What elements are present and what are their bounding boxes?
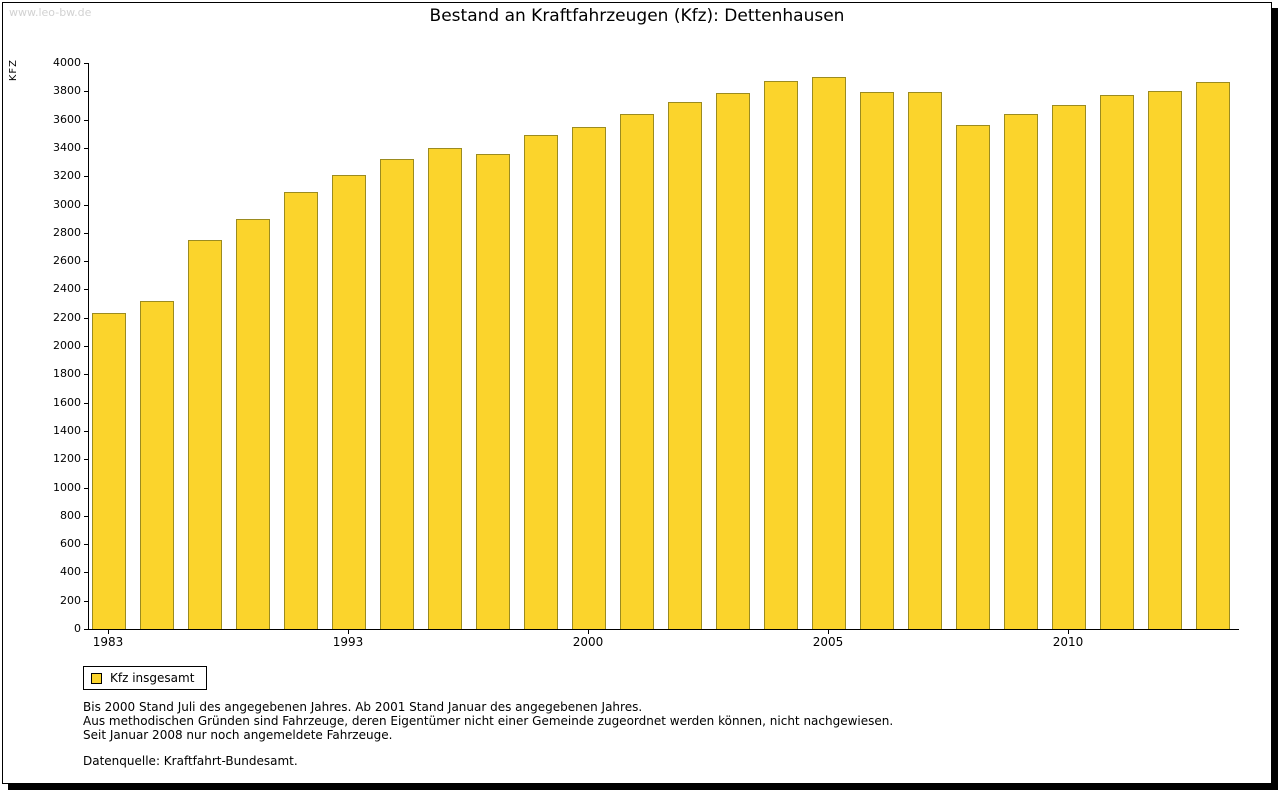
x-tick-label-2010: 2010 (1052, 635, 1084, 649)
y-tick-mark (84, 544, 88, 546)
y-tick-label-3800: 3800 (53, 84, 81, 98)
bar-2007 (908, 92, 942, 629)
bar-2006 (860, 92, 894, 629)
y-tick-mark (84, 374, 88, 376)
y-tick-mark (84, 572, 88, 574)
footnote-line: Seit Januar 2008 nur noch angemeldete Fa… (83, 728, 393, 742)
x-tick-mark (348, 630, 349, 634)
y-tick-label-600: 600 (60, 537, 81, 551)
plot-area (88, 63, 1239, 630)
y-tick-mark (84, 600, 88, 602)
x-tick-label-2005: 2005 (812, 635, 844, 649)
legend-swatch-kfz-insgesamt (91, 672, 102, 684)
bar-2013 (1196, 82, 1230, 629)
data-source: Datenquelle: Kraftfahrt-Bundesamt. (83, 754, 298, 768)
y-tick-label-2800: 2800 (53, 225, 81, 239)
y-tick-mark (84, 629, 88, 630)
bar-1987 (188, 240, 222, 629)
bar-2005 (812, 77, 846, 629)
legend-label: Kfz insgesamt (110, 671, 195, 685)
bar-2000 (572, 127, 606, 629)
y-tick-label-200: 200 (60, 593, 81, 607)
y-tick-mark (84, 147, 88, 149)
x-tick-mark (1068, 630, 1069, 634)
bar-1991 (284, 192, 318, 629)
bar-2003 (716, 93, 750, 629)
bar-2004 (764, 81, 798, 629)
bar-1995 (380, 159, 414, 629)
x-tick-label-1983: 1983 (92, 635, 124, 649)
bar-1983 (92, 313, 126, 629)
y-tick-mark (84, 289, 88, 291)
x-tick-label-2000: 2000 (572, 635, 604, 649)
y-tick-label-3400: 3400 (53, 140, 81, 154)
y-tick-label-3200: 3200 (53, 169, 81, 183)
bar-1985 (140, 301, 174, 629)
y-tick-label-2200: 2200 (53, 310, 81, 324)
y-tick-mark (84, 317, 88, 319)
legend: Kfz insgesamt (83, 666, 208, 690)
bar-2001 (620, 114, 654, 629)
y-tick-label-4000: 4000 (53, 56, 81, 69)
y-tick-mark (84, 91, 88, 93)
y-tick-label-1600: 1600 (53, 395, 81, 409)
y-tick-label-3600: 3600 (53, 112, 81, 126)
y-tick-mark (84, 515, 88, 517)
bar-2009 (1004, 114, 1038, 629)
y-tick-label-2400: 2400 (53, 282, 81, 296)
footnote-line: Aus methodischen Gründen sind Fahrzeuge,… (83, 714, 894, 728)
y-tick-label-2600: 2600 (53, 254, 81, 268)
y-tick-label-1400: 1400 (53, 423, 81, 437)
y-tick-label-1000: 1000 (53, 480, 81, 494)
x-tick-mark (108, 630, 109, 634)
y-axis-title: KFZ (8, 59, 19, 82)
footnote-line: Bis 2000 Stand Juli des angegebenen Jahr… (83, 700, 643, 714)
y-tick-label-800: 800 (60, 508, 81, 522)
bar-2012 (1148, 91, 1182, 629)
y-tick-label-0: 0 (74, 622, 81, 635)
y-tick-mark (84, 204, 88, 206)
y-tick-mark (84, 63, 88, 64)
bar-1993 (332, 175, 366, 629)
bar-2008 (956, 125, 990, 629)
chart-title: Bestand an Kraftfahrzeugen (Kfz): Detten… (429, 6, 845, 26)
y-tick-mark (84, 487, 88, 489)
y-tick-mark (84, 346, 88, 347)
y-tick-mark (84, 176, 88, 178)
bar-1998 (476, 154, 510, 629)
y-tick-label-3000: 3000 (53, 197, 81, 211)
bar-2002 (668, 102, 702, 629)
y-tick-mark (84, 232, 88, 234)
footnotes: Bis 2000 Stand Juli des angegebenen Jahr… (83, 700, 893, 742)
bar-2010 (1052, 105, 1086, 629)
watermark: www.leo-bw.de (9, 6, 92, 19)
y-tick-label-400: 400 (60, 565, 81, 579)
y-tick-mark (84, 430, 88, 432)
y-tick-label-1800: 1800 (53, 367, 81, 381)
y-tick-mark (84, 459, 88, 461)
bar-1997 (428, 148, 462, 629)
bar-1999 (524, 135, 558, 629)
y-tick-mark (84, 261, 88, 263)
y-tick-mark (84, 119, 88, 121)
y-tick-label-2000: 2000 (53, 339, 81, 352)
y-tick-label-1200: 1200 (53, 452, 81, 466)
x-tick-label-1993: 1993 (332, 635, 364, 649)
x-tick-mark (588, 630, 589, 634)
y-tick-mark (84, 402, 88, 404)
bar-2011 (1100, 95, 1134, 629)
x-tick-mark (828, 630, 829, 634)
bar-1989 (236, 219, 270, 629)
